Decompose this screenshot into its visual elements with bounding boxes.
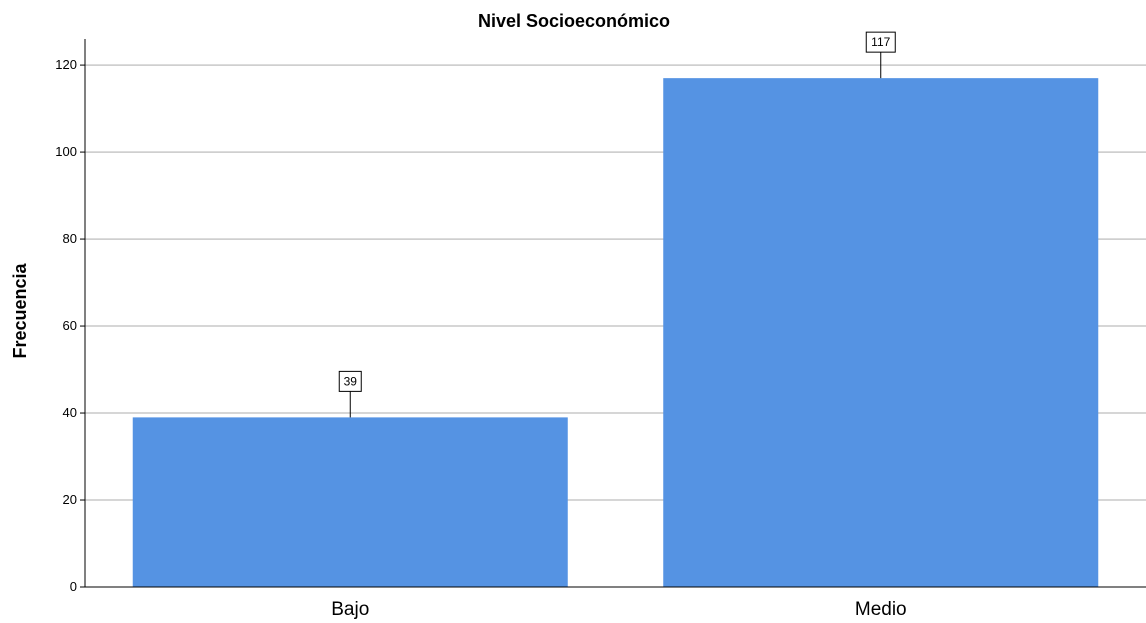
y-tick-label: 80: [63, 231, 77, 246]
y-axis-label: Frecuencia: [10, 262, 30, 358]
y-tick-label: 60: [63, 318, 77, 333]
y-tick-label: 120: [55, 57, 77, 72]
x-axis-categories: Bajo Medio: [331, 599, 906, 620]
chart-title: Nivel Socioeconómico: [478, 11, 670, 31]
data-label: 39: [344, 374, 358, 388]
bar-medio: [663, 78, 1099, 588]
y-tick-label: 0: [70, 579, 77, 594]
bars: [132, 78, 1099, 588]
x-category-label: Medio: [855, 599, 907, 620]
y-tick-label: 100: [55, 144, 77, 159]
axes: [84, 39, 1146, 588]
y-tick-label: 40: [63, 405, 77, 420]
x-category-label: Bajo: [331, 599, 369, 620]
y-tick-label: 20: [63, 492, 77, 507]
data-label: 117: [871, 35, 890, 49]
y-axis-ticks: 0 20 40 60 80 100 120: [55, 57, 85, 594]
bar-bajo: [132, 417, 568, 587]
data-label-box: [338, 370, 362, 392]
data-label-box: [865, 31, 896, 53]
data-labels: 39 117: [338, 31, 896, 418]
